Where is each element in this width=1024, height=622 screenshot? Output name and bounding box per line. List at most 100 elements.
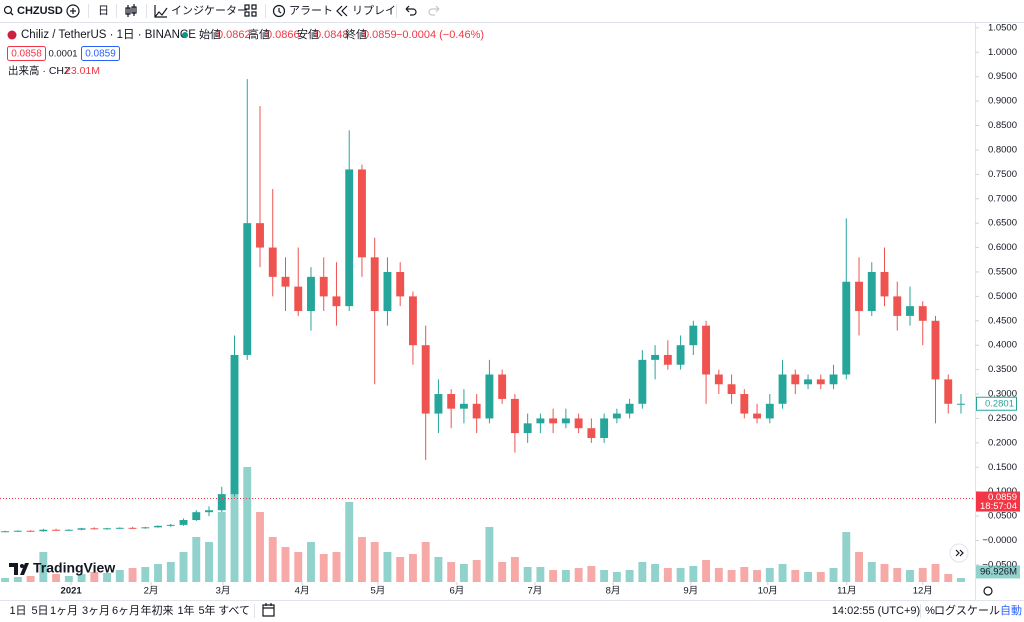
compare-plus [70, 8, 76, 14]
range-button[interactable]: 1日 [9, 605, 26, 617]
candle-body [485, 374, 494, 419]
y-tick-label: 0.3000 [988, 389, 1017, 400]
volume-bar [103, 573, 112, 582]
volume-bar [332, 552, 341, 582]
search-icon[interactable] [3, 5, 13, 15]
candle-body [141, 527, 150, 529]
interval[interactable]: 日 [98, 5, 109, 17]
candle-body [447, 394, 456, 409]
candle-body [408, 296, 417, 346]
volume-bar [396, 557, 405, 582]
logo-mark [9, 563, 29, 575]
indicators[interactable]: インジケーター [171, 4, 248, 17]
candle-body [663, 354, 672, 365]
candle-body [13, 530, 22, 532]
range-button[interactable]: 1年 [177, 603, 194, 617]
compare-button[interactable] [66, 4, 80, 18]
y-tick-label: 0.7500 [988, 169, 1017, 180]
candle-body [396, 271, 405, 297]
candle-body [804, 379, 812, 385]
symbol[interactable]: CHZUSD [17, 5, 63, 17]
y-tick-label: 0.8500 [988, 120, 1017, 131]
log-toggle[interactable]: ログスケール [934, 603, 1000, 617]
volume-bar [154, 564, 162, 582]
volume-bar [166, 562, 175, 582]
volume-bar [358, 537, 366, 582]
y-tick-label: 0.2000 [988, 437, 1017, 448]
volume-bar [485, 527, 494, 582]
auto-toggle[interactable]: 自動 [1000, 603, 1022, 617]
range-button[interactable]: すべて [218, 604, 250, 617]
candle-body [778, 374, 787, 404]
candle-body [64, 529, 73, 531]
percent-toggle[interactable]: % [925, 605, 935, 617]
candle-body [816, 379, 825, 385]
candle-body [651, 354, 660, 360]
y-tick-label: 0.9500 [988, 71, 1017, 82]
volume-bar [421, 542, 430, 582]
scroll-button[interactable] [949, 543, 969, 563]
last-value-box [976, 396, 1017, 411]
alert-icon[interactable] [272, 4, 286, 18]
volume-bar [778, 564, 787, 582]
candle-body [472, 403, 481, 419]
candle-body [727, 384, 736, 395]
volume-bar [880, 564, 889, 582]
volume-bar [243, 467, 252, 582]
bid-box[interactable] [7, 46, 46, 61]
volume-bar [600, 570, 609, 582]
undo-button[interactable] [405, 5, 417, 16]
volume-bar [906, 570, 914, 582]
range-button[interactable]: 5日 [31, 605, 48, 617]
candle-body [243, 223, 252, 355]
chart-type-button[interactable] [125, 4, 137, 17]
candle-body [689, 325, 698, 346]
candle-body [561, 418, 570, 424]
volume-bar [587, 566, 596, 582]
range-button[interactable]: 3ヶ月 [82, 605, 110, 617]
replay[interactable]: リプレイ [352, 4, 396, 17]
volume-bar [893, 568, 902, 582]
volume-bar [536, 567, 545, 582]
plot [1, 79, 965, 582]
volume-bar [612, 572, 621, 582]
x-tick-label: 2月 [144, 586, 159, 597]
volume-bar [829, 568, 838, 582]
volume-bar [447, 562, 456, 582]
clock[interactable]: 14:02:55 (UTC+9) [832, 605, 920, 617]
templates-button[interactable] [244, 4, 257, 17]
ask-box[interactable] [81, 46, 120, 61]
candle-body [753, 413, 762, 419]
volume-bar [676, 568, 685, 582]
volume-bar [931, 564, 940, 582]
candle-body [714, 374, 723, 385]
y-tick-label: 0.2500 [988, 413, 1017, 424]
volume-bar [256, 512, 264, 582]
volume-bar [727, 570, 736, 582]
candle-body [638, 359, 647, 404]
indicator-icon[interactable] [154, 5, 168, 18]
candle-body [52, 529, 61, 531]
range-button[interactable]: 6ヶ月 [112, 605, 140, 617]
date-range-button[interactable] [262, 603, 275, 617]
y-tick-label: 0.6000 [988, 242, 1017, 253]
range-button[interactable]: 年初来 [141, 603, 174, 617]
volume-bar [307, 542, 315, 582]
volume-bar [816, 572, 825, 582]
candle-body [549, 418, 558, 424]
open-value: 0.0862 [217, 29, 251, 41]
range-button[interactable]: 1ヶ月 [50, 605, 78, 617]
volume-bar [510, 557, 519, 582]
candle-body [307, 276, 315, 312]
redo-button[interactable] [428, 5, 440, 16]
alert[interactable]: アラート [289, 5, 333, 17]
settings-button[interactable] [983, 586, 993, 596]
replay-icon[interactable] [336, 5, 348, 17]
y-tick-label: 0.0500 [988, 511, 1017, 522]
toolbar: CHZUSD 日 インジケーター アラート リプレイ [0, 4, 1024, 23]
candle-body [345, 169, 354, 307]
volume-bar [918, 568, 927, 582]
range-button[interactable]: 5年 [198, 603, 215, 617]
